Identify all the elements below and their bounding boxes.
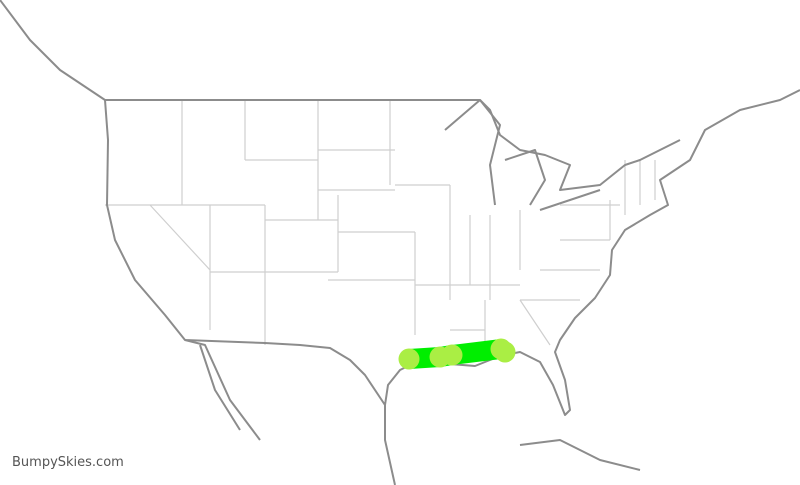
route-marker-2	[441, 344, 463, 366]
route-marker-0	[398, 348, 420, 370]
state-borders	[105, 100, 656, 346]
route-layer	[398, 338, 516, 370]
watermark: BumpySkies.com	[12, 455, 124, 470]
route-marker-4	[494, 341, 516, 363]
